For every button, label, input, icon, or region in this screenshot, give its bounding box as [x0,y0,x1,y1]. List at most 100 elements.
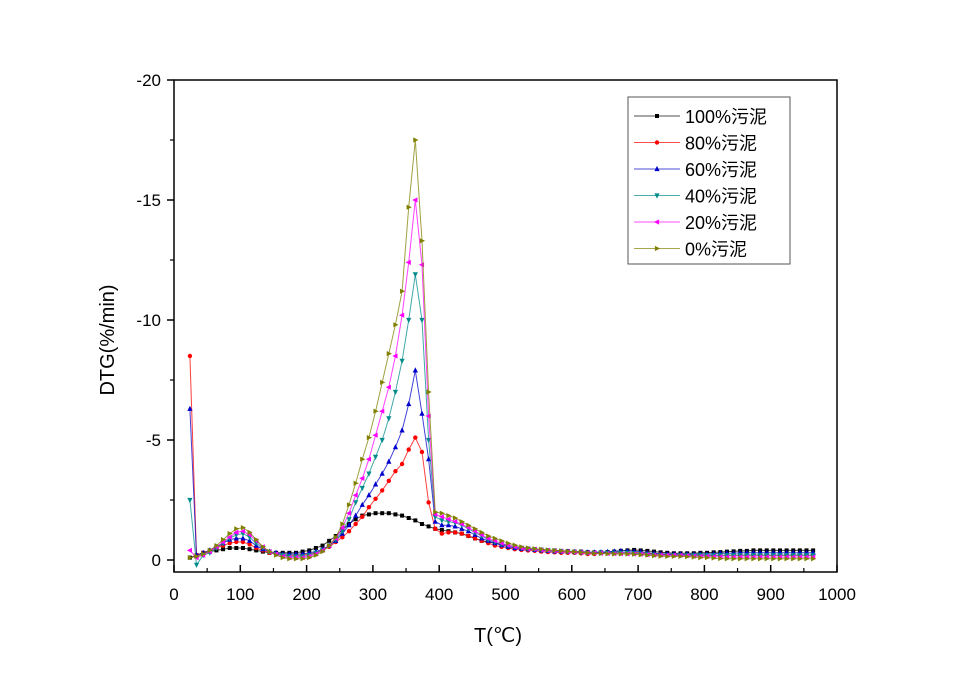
data-point [797,556,803,562]
data-point [393,322,399,328]
data-point [612,551,618,557]
x-tick-label: 900 [757,585,785,604]
data-point [372,454,379,460]
data-point [426,524,431,529]
data-point [346,517,352,523]
data-point [386,458,392,464]
data-point [247,542,252,547]
data-point [678,553,684,559]
data-point [340,521,346,527]
data-point [379,437,385,444]
x-tick-label: 400 [425,585,453,604]
data-point [432,518,438,524]
data-point [412,367,418,373]
data-point [346,502,353,508]
data-point [359,501,365,507]
data-point [346,522,352,528]
data-point [532,546,538,552]
data-point [399,461,405,467]
data-point [193,562,200,568]
data-point [379,488,385,493]
data-point [366,512,371,517]
data-point [300,556,306,562]
data-point [718,555,724,562]
x-tick-label: 200 [292,585,320,604]
data-point [260,544,266,550]
data-point [492,535,498,541]
legend-item: 80%污泥 [634,134,757,154]
data-point [572,549,578,555]
data-point [691,554,697,560]
data-point [366,492,372,498]
data-point [419,317,425,324]
data-point [685,554,691,560]
legend-marker [653,219,660,225]
data-point [366,505,372,510]
data-point [187,405,193,411]
x-tick-label: 100 [226,585,254,604]
data-point [552,547,558,553]
data-point [333,534,339,540]
series-4 [186,197,816,561]
series-line [189,370,814,556]
series-1 [187,353,816,558]
data-point [327,538,332,543]
series-line [189,355,814,556]
data-point [352,492,358,498]
data-point [234,546,239,550]
data-point [724,556,731,562]
data-point [240,539,246,545]
data-point [419,449,425,455]
data-point [565,548,571,554]
data-point [373,408,379,414]
series-2 [187,367,816,558]
data-point [247,529,253,535]
data-point [386,416,392,422]
data-point [399,427,405,433]
data-point [665,553,671,559]
data-point [438,514,444,520]
data-point [645,552,651,558]
data-point [466,522,472,528]
legend-item: 0%污泥 [634,240,747,260]
data-point [366,471,372,477]
data-point [618,551,624,557]
data-point [452,519,458,525]
legend-item: 20%污泥 [634,213,757,233]
data-point [698,555,704,561]
data-point [519,544,525,550]
y-tick-label: -20 [136,71,161,90]
data-point [380,379,386,385]
legend-marker [654,193,660,199]
data-point [360,514,365,519]
data-point [187,555,194,561]
data-point [433,509,439,515]
data-point [419,238,426,244]
data-point [784,556,790,562]
data-point [313,552,319,558]
data-point [214,543,220,549]
legend-marker [654,245,661,252]
data-point [439,531,445,536]
data-point [486,533,492,539]
data-point [406,400,412,407]
data-point [405,259,411,265]
data-point [399,358,405,364]
data-point [392,389,399,396]
data-point [327,543,333,549]
data-point [398,312,405,318]
data-point [466,533,471,539]
data-point [711,555,717,561]
data-point [234,539,239,545]
data-point [240,546,245,550]
data-point [671,553,678,559]
data-point [386,351,392,357]
x-tick-label: 300 [359,585,387,604]
data-point [227,541,232,546]
data-point [365,456,372,462]
series-line [189,274,814,567]
data-point [186,547,193,553]
legend-label: 100%污泥 [685,107,767,127]
data-point [207,547,213,553]
